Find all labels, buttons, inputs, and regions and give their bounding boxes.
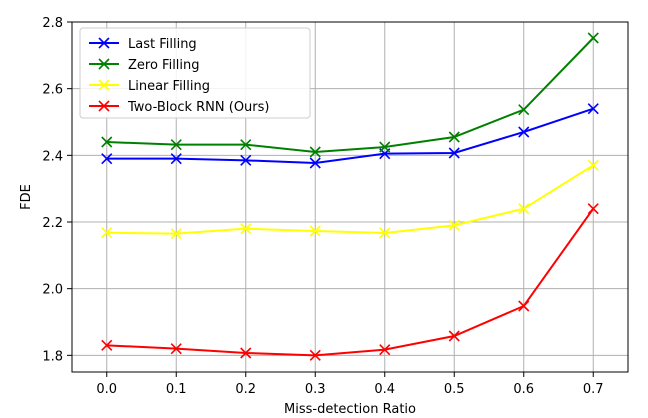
data-point <box>170 228 182 240</box>
data-point <box>170 343 182 355</box>
data-point <box>101 227 113 239</box>
data-point <box>587 103 599 115</box>
x-tick-label: 0.7 <box>583 382 604 397</box>
y-tick-label: 2.2 <box>42 216 63 231</box>
y-axis-label: FDE <box>19 184 34 210</box>
legend: Last Filling Zero Filling Linear Filling Tw… <box>79 27 311 119</box>
legend-label: Last Filling <box>128 37 197 52</box>
data-point <box>101 153 113 165</box>
data-point <box>518 300 530 312</box>
legend-label: Linear Filling <box>128 79 210 94</box>
y-tick-label: 2.0 <box>42 283 63 298</box>
data-point <box>448 219 460 231</box>
data-point <box>379 344 391 356</box>
data-point <box>587 203 599 215</box>
data-point <box>587 32 599 44</box>
plot-frame <box>71 21 629 373</box>
data-point <box>240 154 252 166</box>
data-point <box>379 227 391 239</box>
data-point <box>170 139 182 151</box>
x-tick-label: 0.1 <box>166 382 187 397</box>
x-tick-label: 0.2 <box>235 382 256 397</box>
series-lines <box>101 32 599 361</box>
x-tick-label: 0.4 <box>374 382 395 397</box>
data-point <box>240 347 252 359</box>
series-line-0 <box>106 107 594 165</box>
y-tick-label: 2.4 <box>42 149 63 164</box>
legend-label: Zero Filling <box>128 58 200 73</box>
x-tick-label: 0.3 <box>305 382 326 397</box>
y-tick-label: 2.8 <box>42 16 63 31</box>
data-point <box>240 223 252 235</box>
y-axis-ticks: 1.8 2.0 2.2 2.4 2.6 2.8 <box>42 16 72 364</box>
data-point <box>587 159 599 171</box>
legend-item: Zero Filling <box>89 58 200 73</box>
legend-box <box>79 27 311 119</box>
data-point <box>101 339 113 351</box>
series-line-2 <box>106 164 594 235</box>
data-point <box>448 131 460 143</box>
data-point <box>101 136 113 148</box>
data-point <box>309 225 321 237</box>
series-line-3 <box>106 208 595 357</box>
data-point <box>309 157 321 169</box>
legend-item: Linear Filling <box>89 79 210 94</box>
x-axis-label: Miss-detection Ratio <box>284 402 416 417</box>
x-tick-label: 0.6 <box>513 382 534 397</box>
x-axis-ticks: 0.0 0.1 0.2 0.3 0.4 0.5 0.6 0.7 <box>96 372 604 397</box>
legend-label: Two-Block RNN (Ours) <box>127 100 269 115</box>
series-line-1 <box>106 37 594 154</box>
data-point <box>309 146 321 158</box>
y-tick-label: 1.8 <box>42 349 63 364</box>
data-point <box>448 147 460 159</box>
data-point <box>448 330 460 342</box>
data-point <box>170 153 182 165</box>
legend-item: Last Filling <box>89 37 197 52</box>
data-point <box>309 349 321 361</box>
data-point <box>518 126 530 138</box>
legend-item: Two-Block RNN (Ours) <box>89 100 269 115</box>
data-point <box>379 141 391 153</box>
x-tick-label: 0.5 <box>444 382 465 397</box>
data-point <box>518 203 530 215</box>
data-point <box>240 139 252 151</box>
data-point <box>518 104 530 116</box>
y-tick-label: 2.6 <box>42 83 63 98</box>
x-tick-label: 0.0 <box>96 382 117 397</box>
